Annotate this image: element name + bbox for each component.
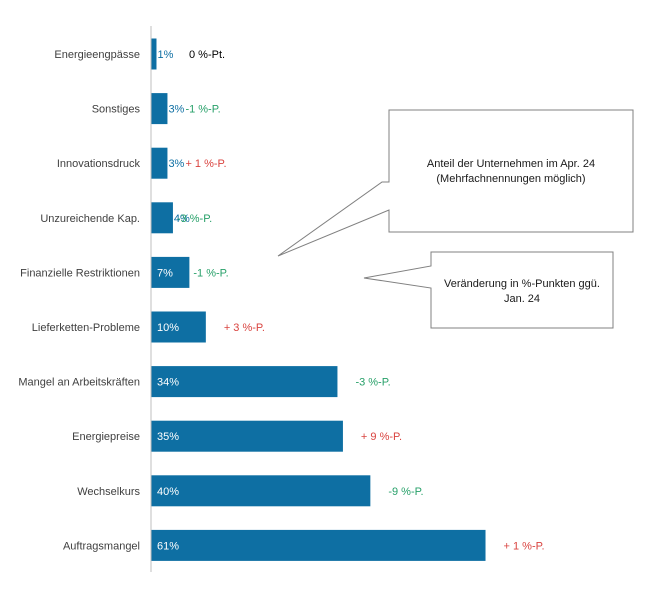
callout-change: Veränderung in %-Punkten ggü. Jan. 24: [363, 251, 614, 329]
value-label-lieferketten-probleme: 10%: [157, 322, 179, 334]
change-label-wechselkurs: -9 %-P.: [388, 486, 423, 498]
category-label-wechselkurs: Wechselkurs: [77, 486, 140, 498]
change-label-innovationsdruck: + 1 %-P.: [185, 158, 226, 170]
bar-wechselkurs: [151, 475, 371, 507]
bar-sonstiges: [151, 93, 168, 125]
value-label-auftragsmangel: 61%: [157, 540, 179, 552]
category-label-mangel-an-arbeitskra-ften: Mangel an Arbeitskräften: [18, 377, 140, 389]
callout-share-text-line-2: (Mehrfachnennungen möglich): [436, 173, 585, 185]
change-label-mangel-an-arbeitskra-ften: -3 %-P.: [355, 377, 390, 389]
category-label-innovationsdruck: Innovationsdruck: [57, 158, 141, 170]
callout-change-box: [363, 251, 614, 329]
category-label-sonstiges: Sonstiges: [92, 104, 141, 116]
callout-share-box: [277, 109, 634, 257]
value-label-finanzielle-restriktionen: 7%: [157, 267, 173, 279]
change-label-lieferketten-probleme: + 3 %-P.: [224, 322, 265, 334]
value-label-mangel-an-arbeitskra-ften: 34%: [157, 377, 179, 389]
callout-change-text-line-2: Jan. 24: [504, 293, 540, 305]
change-label-energieengpa-sse: 0 %-Pt.: [189, 49, 225, 61]
category-label-energiepreise: Energiepreise: [72, 431, 140, 443]
change-label-auftragsmangel: + 1 %-P.: [504, 540, 545, 552]
bar-innovationsdruck: [151, 147, 168, 179]
change-label-energiepreise: + 9 %-P.: [361, 431, 402, 443]
bar-energiepreise: [151, 420, 343, 452]
value-label-unzureichende-kap: 4%: [174, 213, 190, 225]
value-label-sonstiges: 3%: [168, 104, 184, 116]
bar-lieferketten-probleme: [151, 311, 206, 343]
value-label-energiepreise: 35%: [157, 431, 179, 443]
value-label-wechselkurs: 40%: [157, 486, 179, 498]
bar-mangel-an-arbeitskra-ften: [151, 366, 338, 398]
category-label-finanzielle-restriktionen: Finanzielle Restriktionen: [20, 267, 140, 279]
change-label-finanzielle-restriktionen: -1 %-P.: [193, 267, 228, 279]
category-label-lieferketten-probleme: Lieferketten-Probleme: [32, 322, 140, 334]
category-label-auftragsmangel: Auftragsmangel: [63, 540, 140, 552]
change-label-sonstiges: -1 %-P.: [185, 104, 220, 116]
change-label-unzureichende-kap: -3 %-P.: [177, 213, 212, 225]
category-label-energieengpa-sse: Energieengpässe: [54, 49, 140, 61]
bar-auftragsmangel: [151, 529, 486, 561]
callout-share: Anteil der Unternehmen im Apr. 24 (Mehrf…: [277, 109, 634, 257]
value-label-innovationsdruck: 3%: [168, 158, 184, 170]
callout-change-text-line-1: Veränderung in %-Punkten ggü.: [444, 278, 600, 290]
bar-finanzielle-restriktionen: [151, 256, 190, 288]
callout-share-text-line-1: Anteil der Unternehmen im Apr. 24: [427, 158, 595, 170]
category-label-unzureichende-kap: Unzureichende Kap.: [40, 213, 140, 225]
value-label-energieengpa-sse: 1%: [157, 49, 173, 61]
bar-energieengpa-sse: [151, 38, 157, 70]
bar-unzureichende-kap: [151, 202, 173, 234]
bars-group: Energieengpässe 1% 0 %-Pt.Sonstiges 3% -1 %-…: [18, 38, 545, 561]
